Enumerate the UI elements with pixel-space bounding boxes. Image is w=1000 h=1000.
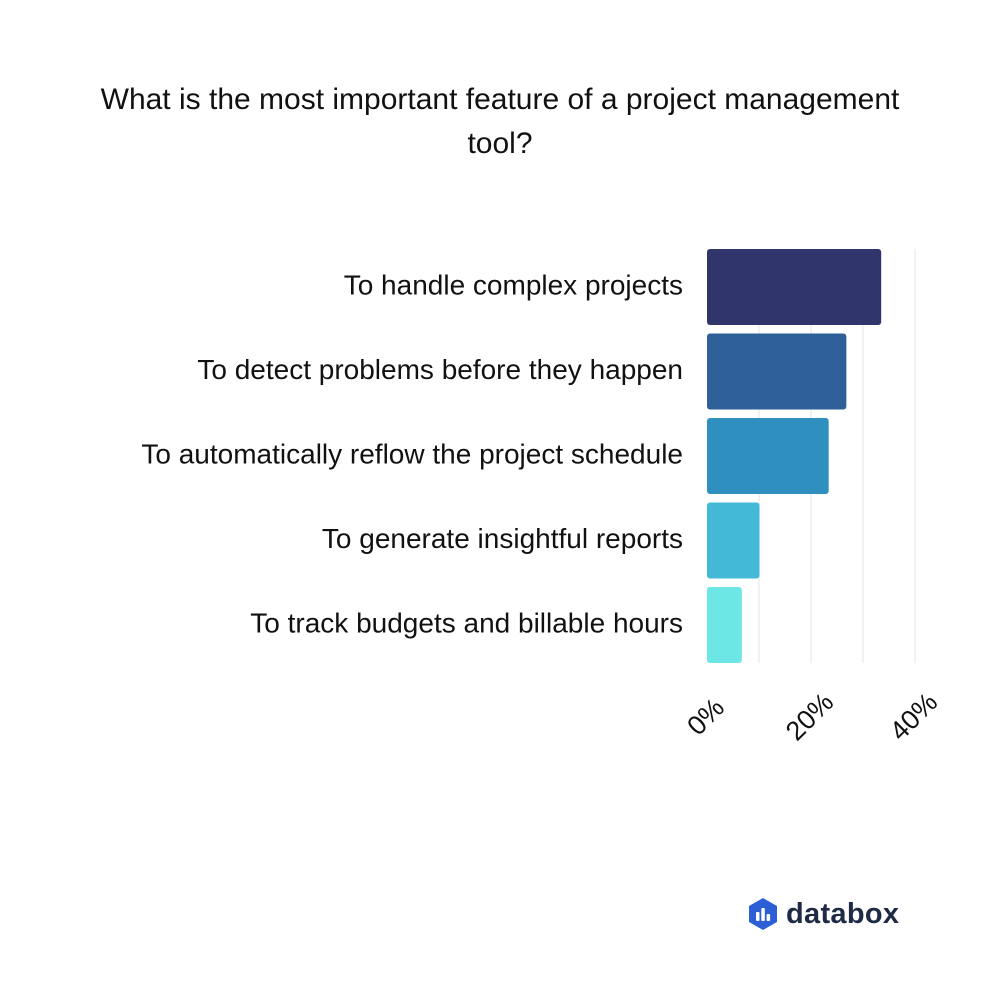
chart-title: What is the most important feature of a … xyxy=(100,83,900,160)
bar xyxy=(707,418,829,494)
x-tick-label: 20% xyxy=(780,687,839,746)
category-label: To automatically reflow the project sche… xyxy=(141,438,683,469)
x-tick-label: 0% xyxy=(681,692,730,741)
x-tick-label: 40% xyxy=(884,687,943,746)
bar xyxy=(707,587,742,663)
brand-name: databox xyxy=(786,897,900,930)
brand: databox xyxy=(748,897,899,931)
category-label: To track budgets and billable hours xyxy=(250,607,683,638)
bar xyxy=(707,333,847,410)
category-label: To detect problems before they happen xyxy=(197,354,683,385)
category-label: To handle complex projects xyxy=(344,269,683,300)
category-label: To generate insightful reports xyxy=(322,523,683,554)
bar xyxy=(707,249,882,325)
databox-logo-icon xyxy=(749,898,777,930)
bar xyxy=(707,502,760,579)
